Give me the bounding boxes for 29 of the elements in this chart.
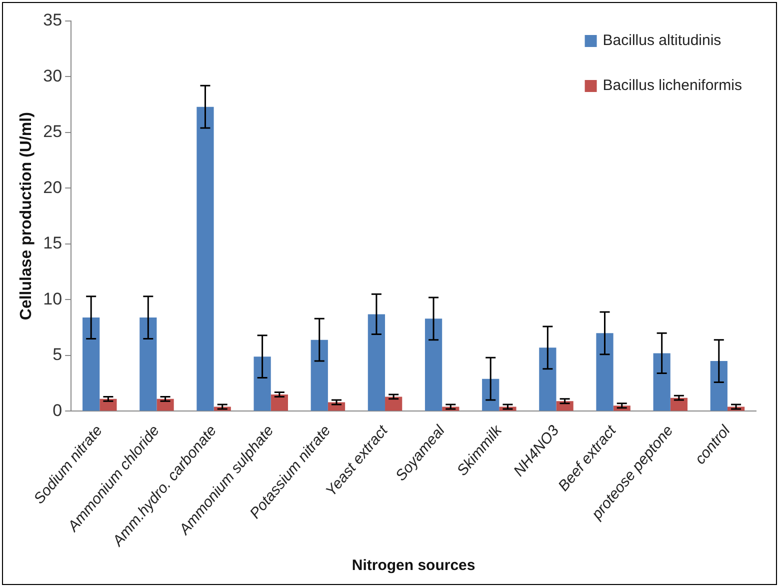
bar (482, 378, 500, 411)
y-tick-label: 5 (52, 345, 62, 364)
bar (196, 106, 214, 411)
legend-label: Bacillus licheniformis (602, 77, 742, 94)
bar (596, 333, 614, 411)
y-tick-label: 0 (52, 400, 62, 420)
bar (254, 356, 271, 411)
bar (710, 361, 728, 411)
bar (82, 318, 100, 411)
bar (556, 401, 574, 411)
bar (385, 396, 402, 411)
y-tick-label: 30 (43, 66, 62, 86)
y-tick-label: 25 (43, 122, 62, 142)
y-tick-label: 15 (43, 234, 62, 253)
y-axis-title: Cellulase production (U/ml) (18, 112, 36, 320)
legend-label: Bacillus altitudinis (602, 32, 722, 50)
x-axis-title: Nitrogen sources (352, 557, 476, 574)
y-tick-label: 35 (43, 10, 62, 30)
bar (100, 398, 117, 411)
bar (424, 318, 442, 411)
bar (539, 348, 556, 411)
bar (156, 398, 174, 411)
bar (270, 394, 288, 411)
bar (653, 353, 670, 411)
bar (140, 318, 157, 411)
bar (310, 340, 328, 411)
y-tick-label: 10 (43, 289, 62, 308)
y-tick-label: 20 (43, 178, 62, 197)
bar (368, 314, 386, 411)
